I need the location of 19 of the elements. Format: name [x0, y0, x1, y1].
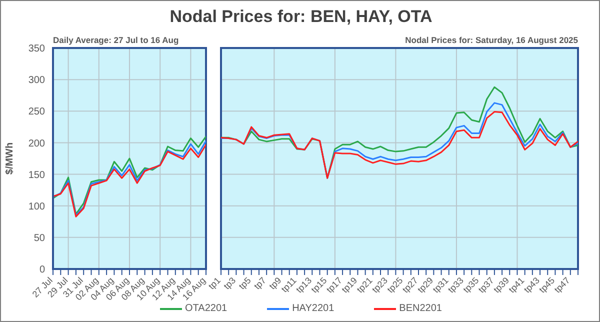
y-tick-label: 100: [28, 201, 46, 212]
y-tick-label: 150: [28, 170, 46, 181]
chart-subtitle: Daily Average: 27 Jul to 16 Aug: [53, 35, 180, 45]
text: Nodal Prices for: BEN, HAY, OTA: [168, 7, 434, 27]
legend-label: HAY2201: [292, 303, 334, 314]
y-tick-label: 250: [28, 106, 46, 118]
y-tick-label: 0: [39, 264, 46, 276]
x-tick-label: tp1: [206, 275, 222, 292]
x-tick-label: tp7: [252, 275, 268, 292]
y-tick-label: 50: [34, 232, 46, 244]
y-tick-label: 350: [28, 44, 46, 55]
legend-label: BEN2201: [399, 303, 442, 314]
x-tick-label: tp3: [222, 275, 238, 292]
chart-subtitle: Nodal Prices for: Saturday, 16 August 2025: [404, 35, 578, 45]
legend-label: OTA2201: [185, 303, 228, 314]
y-axis-title: $/MWh: [4, 142, 16, 175]
y-tick-label: 300: [28, 75, 46, 86]
y-tick-label: 200: [28, 138, 46, 150]
x-tick-label: tp5: [236, 275, 253, 292]
